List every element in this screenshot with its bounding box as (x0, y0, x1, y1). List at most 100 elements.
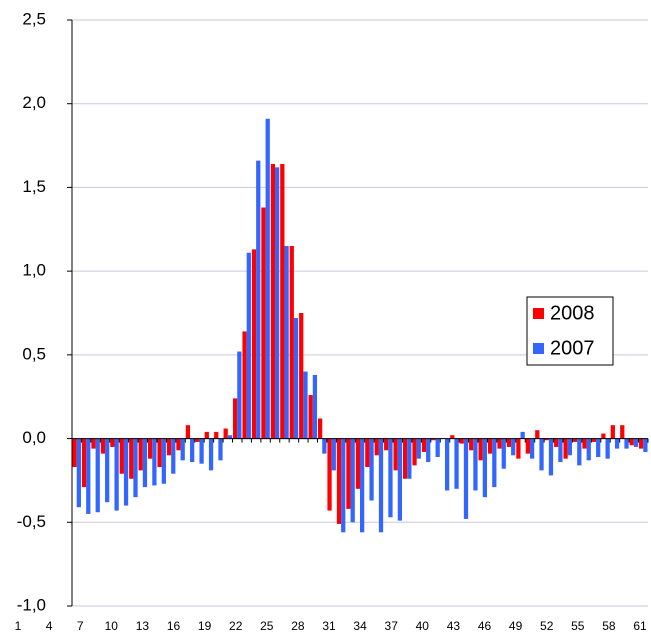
bar (346, 438, 351, 509)
bar (148, 438, 153, 459)
bar (195, 438, 200, 442)
legend-label: 2007 (550, 337, 595, 359)
bar (454, 438, 459, 489)
bar (129, 438, 134, 479)
bar (336, 438, 342, 524)
bar (76, 438, 81, 508)
bar (242, 331, 247, 439)
bar (275, 167, 280, 439)
bar (81, 438, 87, 488)
x-tick-label: 7 (77, 619, 84, 633)
x-tick-label: 49 (509, 619, 523, 633)
bar (497, 438, 502, 449)
bar (416, 438, 421, 459)
bar (138, 438, 143, 471)
bar (237, 351, 242, 439)
y-tick-label: 2,0 (22, 93, 46, 112)
y-tick-label: 1,0 (22, 261, 46, 280)
x-tick-label: 61 (633, 619, 647, 633)
bar (563, 438, 568, 459)
bar (303, 371, 308, 439)
x-tick-label: 55 (571, 619, 585, 633)
bar (482, 438, 488, 498)
bar (516, 438, 521, 459)
bar (105, 438, 110, 503)
bar (261, 207, 266, 439)
bar (365, 438, 370, 468)
bar (110, 438, 115, 447)
bar (388, 438, 393, 518)
bar (86, 438, 91, 514)
bar (629, 438, 634, 446)
bar (223, 428, 228, 439)
bar (114, 438, 119, 511)
x-tick-label: 19 (198, 619, 212, 633)
bar (72, 438, 77, 468)
x-tick-label: 16 (167, 619, 181, 633)
bar (506, 438, 512, 447)
bar (208, 438, 214, 471)
x-tick-label: 46 (478, 619, 492, 633)
bar (520, 431, 525, 439)
bar (270, 163, 276, 439)
bar (199, 438, 204, 464)
bar (350, 438, 355, 523)
bar (176, 438, 181, 451)
bar (591, 438, 597, 442)
legend-label: 2008 (550, 302, 595, 324)
bar (360, 438, 365, 533)
bar (180, 438, 185, 461)
x-tick-label: 13 (136, 619, 150, 633)
bar (577, 438, 582, 466)
bar (166, 438, 172, 456)
y-tick-label: 0,0 (22, 428, 46, 447)
x-tick-label: 52 (540, 619, 554, 633)
bar (444, 438, 450, 491)
bar (624, 438, 629, 449)
x-tick-label: 31 (322, 619, 336, 633)
bar (582, 438, 587, 449)
bar (218, 438, 223, 461)
bar (633, 438, 639, 447)
bar (450, 435, 455, 439)
bar (251, 249, 257, 439)
y-tick-label: -1,0 (17, 595, 46, 614)
bar (567, 438, 572, 456)
bar (539, 438, 544, 471)
bar (601, 433, 606, 439)
bar (246, 252, 251, 439)
bar (142, 438, 148, 488)
bar (492, 438, 497, 488)
bar (511, 438, 516, 456)
bar (605, 438, 610, 459)
bar (426, 438, 431, 463)
bar (289, 246, 294, 439)
bar (265, 118, 270, 439)
x-tick-label: 37 (385, 619, 399, 633)
bar (473, 438, 478, 491)
bar (171, 438, 176, 474)
bar (525, 438, 530, 454)
bar (463, 438, 469, 519)
bar (614, 438, 620, 449)
bar (299, 313, 304, 439)
bar (501, 438, 506, 469)
x-tick-label: 43 (447, 619, 461, 633)
bar (280, 163, 285, 439)
bar (204, 431, 209, 439)
bar (256, 160, 261, 439)
bar (369, 438, 374, 501)
x-tick-label: 40 (416, 619, 430, 633)
bar (548, 438, 554, 476)
bar (421, 438, 427, 452)
bar (119, 438, 124, 474)
bar (459, 438, 464, 444)
bar (152, 438, 157, 486)
bar (91, 438, 96, 449)
x-tick-label: 1 (15, 619, 22, 633)
bar (293, 318, 299, 439)
bar (100, 438, 106, 454)
bar (402, 438, 408, 479)
